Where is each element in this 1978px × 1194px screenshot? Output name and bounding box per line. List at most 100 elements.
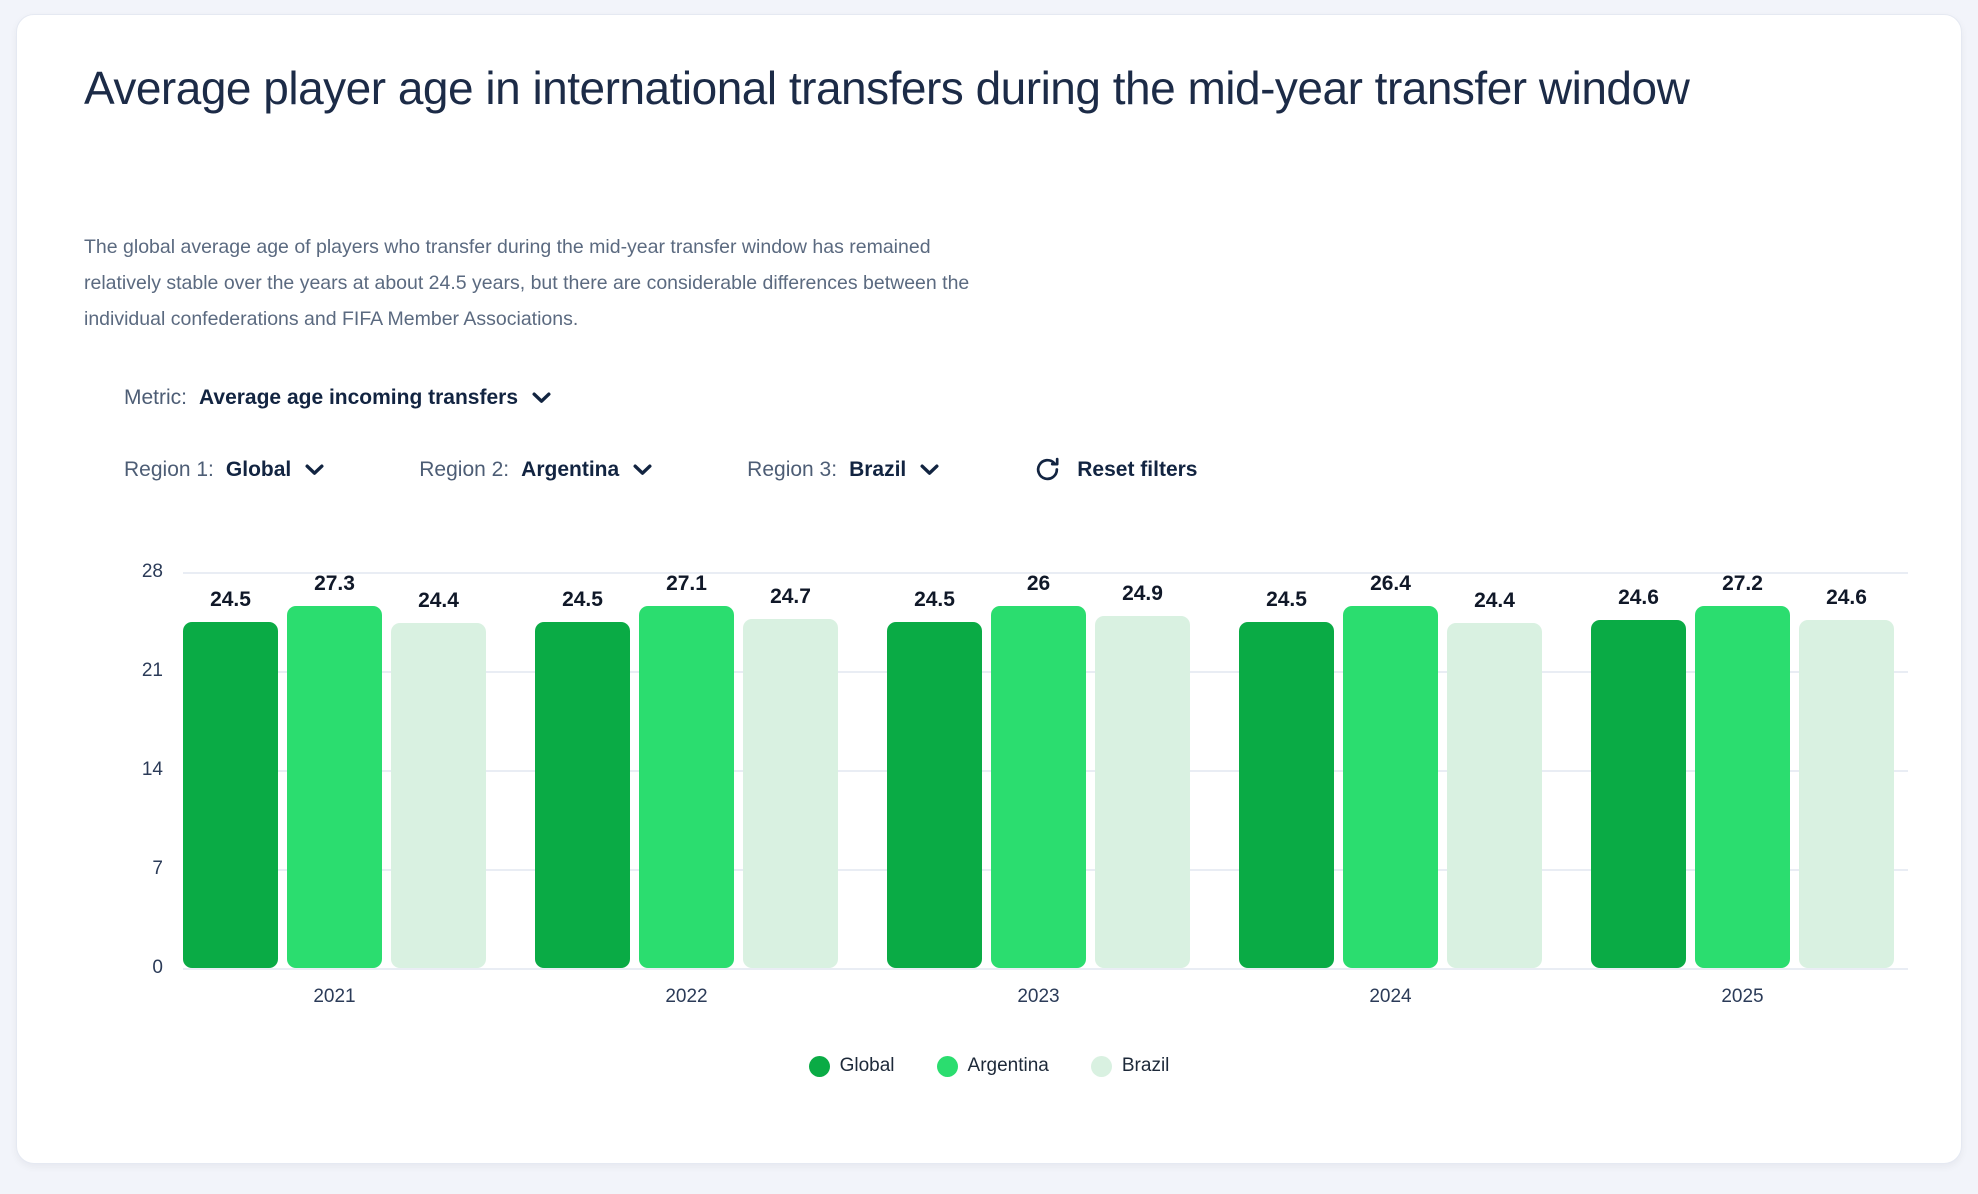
reset-filters-button[interactable]: Reset filters (1034, 456, 1197, 483)
bar-global-2022[interactable] (535, 621, 630, 968)
bar-brazil-2021[interactable] (391, 622, 486, 968)
bar-item: 24.4 (391, 572, 486, 968)
gridline (183, 572, 1908, 574)
bar-groups: 24.5 27.3 24.4 2021 24.5 27.1 24.7 2022 24.5 26 24… (183, 572, 1908, 1007)
region-3-label: Region 3: (747, 457, 838, 481)
y-axis-tick-label: 21 (141, 660, 163, 681)
metric-dropdown[interactable]: Average age incoming transfers (199, 386, 551, 410)
bar-item: 26 (991, 572, 1086, 968)
bar-item: 24.6 (1591, 572, 1686, 968)
x-axis-label: 2023 (1017, 986, 1060, 1007)
chevron-down-icon (920, 464, 939, 476)
bar-item: 26.4 (1343, 572, 1438, 968)
region-1-value: Global (225, 457, 292, 481)
bar-item: 24.5 (887, 572, 982, 968)
bar-brazil-2024[interactable] (1447, 622, 1542, 968)
legend-swatch (936, 1055, 958, 1077)
bar-value-label: 26 (1026, 572, 1051, 595)
bar-item: 27.2 (1695, 572, 1790, 968)
plot-area: 24.5 27.3 24.4 2021 24.5 27.1 24.7 2022 24.5 26 24… (183, 572, 1908, 1007)
y-axis: 0 7 14 21 28 (113, 561, 163, 978)
bar-argentina-2022[interactable] (639, 606, 734, 968)
bar-global-2021[interactable] (183, 621, 278, 968)
bar-item: 24.4 (1447, 572, 1542, 968)
region-3-value: Brazil (849, 457, 907, 481)
page-subtitle: The global average age of players who tr… (84, 236, 970, 330)
bar-group-2021: 24.5 27.3 24.4 2021 (183, 572, 486, 1007)
y-axis-tick-label: 28 (141, 561, 163, 582)
metric-label: Metric: (124, 386, 187, 409)
bar-value-label: 27.1 (666, 572, 707, 595)
bar-value-label: 24.5 (1266, 587, 1307, 611)
chevron-down-icon (633, 464, 652, 476)
bar-group-2023: 24.5 26 24.9 2023 (887, 572, 1190, 1007)
bar-value-label: 27.2 (1722, 572, 1763, 595)
bar-argentina-2024[interactable] (1343, 606, 1438, 968)
bar-group-2022: 24.5 27.1 24.7 2022 (535, 572, 838, 1007)
bar-item: 24.5 (535, 572, 630, 968)
region-3-filter: Region 3: Brazil (747, 458, 939, 482)
region-2-dropdown[interactable]: Argentina (521, 458, 652, 482)
region-2-filter: Region 2: Argentina (419, 458, 652, 482)
bar-brazil-2022[interactable] (743, 618, 838, 968)
chart-legend: Global Argentina Brazil (17, 1055, 1961, 1077)
legend-item-brazil[interactable]: Brazil (1090, 1055, 1170, 1077)
bar-item: 24.6 (1799, 572, 1894, 968)
bar-item: 24.7 (743, 572, 838, 968)
legend-item-global[interactable]: Global (808, 1055, 895, 1077)
region-2-value: Argentina (521, 457, 620, 481)
bar-value-label: 24.7 (770, 584, 811, 608)
bar-value-label: 24.6 (1618, 586, 1659, 610)
legend-item-argentina[interactable]: Argentina (936, 1055, 1049, 1077)
bar-argentina-2023[interactable] (991, 606, 1086, 968)
region-1-label: Region 1: (124, 457, 214, 481)
y-axis-tick-label: 0 (152, 957, 163, 978)
bar-global-2023[interactable] (887, 621, 982, 968)
metric-filter-row: Metric: Average age incoming transfers (124, 386, 551, 410)
x-axis-label: 2022 (665, 986, 708, 1007)
bar-brazil-2023[interactable] (1095, 615, 1190, 968)
gridline (183, 968, 1908, 970)
bar-brazil-2025[interactable] (1799, 620, 1894, 968)
bar-value-label: 24.4 (418, 588, 459, 612)
bar-argentina-2025[interactable] (1695, 606, 1790, 968)
bar-argentina-2021[interactable] (287, 606, 382, 968)
bar-item: 24.9 (1095, 572, 1190, 968)
y-axis-tick-label: 14 (141, 759, 163, 780)
x-axis-label: 2021 (313, 986, 356, 1007)
bar-item: 27.3 (287, 572, 382, 968)
bar-group-2024: 24.5 26.4 24.4 2024 (1239, 572, 1542, 1007)
region-3-dropdown[interactable]: Brazil (849, 458, 939, 482)
bar-value-label: 26.4 (1370, 572, 1411, 595)
page-title: Average player age in international tran… (84, 62, 1690, 114)
bar-item: 24.5 (1239, 572, 1334, 968)
region-2-label: Region 2: (419, 457, 510, 481)
region-1-filter: Region 1: Global (124, 458, 324, 482)
bar-global-2024[interactable] (1239, 621, 1334, 968)
bar-value-label: 24.5 (210, 587, 251, 611)
region-1-dropdown[interactable]: Global (226, 458, 324, 482)
legend-label: Brazil (1121, 1055, 1170, 1076)
x-axis-label: 2024 (1369, 986, 1412, 1007)
chevron-down-icon (305, 464, 324, 476)
chart-card: Average player age in international tran… (16, 14, 1962, 1164)
refresh-icon (1034, 456, 1061, 483)
bar-value-label: 24.6 (1826, 586, 1867, 610)
legend-label: Global (839, 1055, 895, 1076)
bar-value-label: 24.5 (562, 587, 603, 611)
bar-group-2025: 24.6 27.2 24.6 2025 (1591, 572, 1894, 1007)
bar-item: 27.1 (639, 572, 734, 968)
reset-filters-label: Reset filters (1077, 457, 1198, 481)
bar-value-label: 24.5 (914, 587, 955, 611)
legend-label: Argentina (967, 1055, 1049, 1076)
chevron-down-icon (532, 392, 551, 404)
y-axis-tick-label: 7 (152, 858, 163, 879)
bar-value-label: 24.4 (1474, 588, 1515, 612)
x-axis-label: 2025 (1721, 986, 1764, 1007)
bar-global-2025[interactable] (1591, 620, 1686, 968)
legend-swatch (808, 1055, 830, 1077)
bar-value-label: 27.3 (314, 572, 355, 595)
metric-value: Average age incoming transfers (199, 386, 518, 409)
bar-value-label: 24.9 (1122, 581, 1163, 605)
